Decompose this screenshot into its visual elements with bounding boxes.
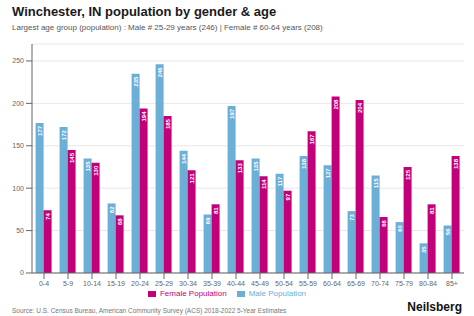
html-text:Neilsberg: Neilsberg — [407, 300, 462, 314]
svg-text:97: 97 — [285, 193, 291, 200]
svg-text:81: 81 — [213, 207, 219, 214]
svg-text:20-24: 20-24 — [131, 280, 149, 287]
svg-text:115: 115 — [373, 178, 379, 188]
svg-text:82: 82 — [109, 206, 115, 213]
svg-text:66: 66 — [381, 219, 387, 226]
svg-text:55-59: 55-59 — [299, 280, 317, 287]
svg-text:0-4: 0-4 — [39, 280, 49, 287]
svg-text:35: 35 — [421, 246, 427, 253]
svg-text:246: 246 — [157, 67, 163, 78]
svg-text:167: 167 — [309, 134, 315, 145]
svg-text:45-49: 45-49 — [251, 280, 269, 287]
svg-text:127: 127 — [325, 168, 331, 179]
svg-text:194: 194 — [141, 111, 147, 122]
svg-text:208: 208 — [333, 99, 339, 110]
svg-text:138: 138 — [301, 158, 307, 169]
svg-text:185: 185 — [165, 118, 171, 129]
svg-text:5-9: 5-9 — [63, 280, 73, 287]
svg-text:121: 121 — [189, 173, 195, 184]
svg-text:75-79: 75-79 — [395, 280, 413, 287]
svg-text:117: 117 — [277, 176, 283, 186]
svg-text:0: 0 — [20, 269, 24, 276]
html-text:Source: U.S. Census Bureau, Am: Source: U.S. Census Bureau, American Com… — [12, 307, 287, 314]
svg-text:65-69: 65-69 — [347, 280, 365, 287]
svg-text:177: 177 — [37, 125, 43, 136]
svg-text:69: 69 — [205, 217, 211, 224]
svg-text:135: 135 — [85, 161, 91, 172]
svg-text:35-39: 35-39 — [203, 280, 221, 287]
svg-text:135: 135 — [253, 161, 259, 172]
svg-text:81: 81 — [429, 207, 435, 214]
svg-text:30-34: 30-34 — [179, 280, 197, 287]
svg-text:70-74: 70-74 — [371, 280, 389, 287]
svg-text:235: 235 — [133, 76, 139, 87]
svg-text:144: 144 — [181, 153, 187, 164]
html-text:Male Population: Male Population — [248, 289, 306, 298]
svg-text:130: 130 — [93, 165, 99, 176]
svg-text:114: 114 — [261, 179, 267, 189]
svg-text:73: 73 — [349, 213, 355, 220]
svg-text:204: 204 — [357, 102, 363, 113]
svg-text:15-19: 15-19 — [107, 280, 125, 287]
svg-text:56: 56 — [445, 228, 451, 235]
svg-text:50: 50 — [16, 227, 24, 234]
svg-text:80-84: 80-84 — [419, 280, 437, 287]
svg-text:197: 197 — [229, 108, 235, 119]
svg-text:85+: 85+ — [446, 280, 458, 287]
svg-text:74: 74 — [45, 213, 51, 220]
svg-text:138: 138 — [453, 158, 459, 169]
svg-text:133: 133 — [237, 163, 243, 174]
svg-text:172: 172 — [61, 129, 67, 140]
svg-text:68: 68 — [117, 218, 123, 225]
html-text:Largest age group (population): Largest age group (population) : Male # … — [12, 23, 323, 32]
html-text:Female Population: Female Population — [160, 289, 227, 298]
svg-text:145: 145 — [69, 152, 75, 163]
svg-text:50-54: 50-54 — [275, 280, 293, 287]
svg-text:25-29: 25-29 — [155, 280, 173, 287]
svg-text:125: 125 — [405, 169, 411, 180]
svg-text:40-44: 40-44 — [227, 280, 245, 287]
svg-text:60-64: 60-64 — [323, 280, 341, 287]
svg-text:10-14: 10-14 — [83, 280, 101, 287]
html-text:Winchester, IN population by g: Winchester, IN population by gender & ag… — [12, 4, 277, 19]
svg-text:100: 100 — [12, 185, 24, 192]
svg-text:250: 250 — [12, 57, 24, 64]
svg-text:150: 150 — [12, 142, 24, 149]
svg-text:60: 60 — [397, 224, 403, 231]
svg-text:200: 200 — [12, 100, 24, 107]
